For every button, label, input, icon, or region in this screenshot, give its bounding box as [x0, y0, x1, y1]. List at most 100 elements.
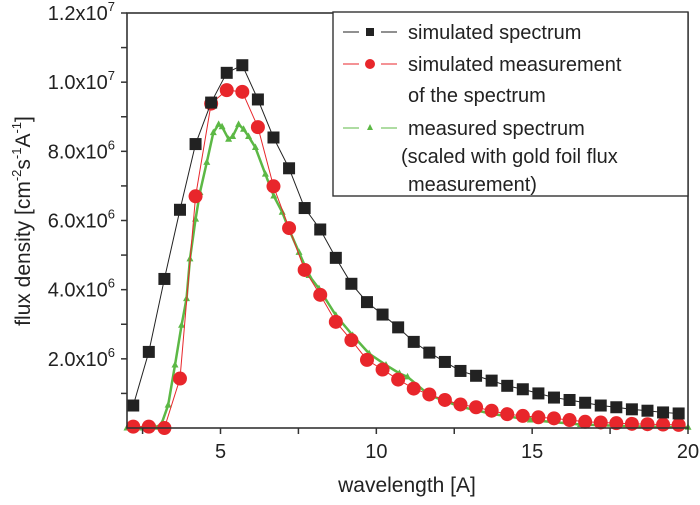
- circle-point: [219, 83, 234, 98]
- circle-point: [188, 189, 203, 204]
- circle-point: [422, 387, 437, 402]
- square-point: [158, 272, 171, 285]
- square-point: [547, 391, 560, 404]
- triangle-point: [295, 248, 303, 255]
- square-point: [345, 277, 358, 290]
- square-point: [610, 401, 623, 414]
- square-point: [516, 383, 529, 396]
- square-point: [142, 345, 155, 358]
- x-tick-label: 5: [215, 441, 226, 463]
- circle-point: [235, 84, 250, 99]
- legend-entry-simulated-spectrum: simulated spectrum: [343, 22, 581, 44]
- legend-box: [332, 11, 689, 197]
- square-point: [625, 403, 638, 416]
- square-point: [485, 374, 498, 387]
- square-point: [189, 138, 202, 151]
- circle-point: [593, 415, 608, 430]
- square-point: [173, 203, 186, 216]
- triangle-point: [229, 132, 237, 139]
- svg-text:measured spectrum: measured spectrum: [408, 118, 585, 140]
- square-point: [251, 93, 264, 106]
- y-tick-label: 8.0x106: [48, 137, 115, 163]
- series-circle: [126, 83, 686, 435]
- circle-point: [313, 287, 328, 302]
- square-point: [127, 399, 140, 412]
- square-point: [220, 66, 233, 79]
- circle-point: [126, 419, 141, 434]
- square-point: [314, 223, 327, 236]
- circle-point: [141, 419, 156, 434]
- y-tick-label: 1.2x107: [48, 0, 115, 25]
- triangle-point: [404, 372, 411, 380]
- y-tick-label: 2.0x106: [48, 345, 115, 371]
- square-point: [563, 393, 576, 406]
- svg-text:simulated spectrum: simulated spectrum: [408, 22, 581, 44]
- x-tick-label: 10: [365, 441, 387, 463]
- triangle-marker-icon: [367, 124, 373, 130]
- square-marker-icon: [366, 28, 374, 36]
- triangle-point: [164, 401, 172, 408]
- square-point: [532, 387, 545, 400]
- legend-entry-simulated-measurement: simulated measurement of the spectrum: [343, 54, 622, 107]
- square-point: [298, 202, 311, 215]
- series-layer: [123, 59, 692, 435]
- legend-entry-measured-spectrum: measured spectrum (scaled with gold foil…: [343, 118, 618, 196]
- circle-point: [578, 414, 593, 429]
- y-tick-label: 6.0x106: [48, 207, 115, 233]
- circle-marker-icon: [365, 59, 375, 69]
- square-point: [438, 355, 451, 368]
- square-point: [470, 369, 483, 382]
- circle-point: [375, 362, 390, 377]
- circle-point: [359, 352, 374, 367]
- triangle-point: [225, 135, 233, 142]
- x-axis-title: wavelength [A]: [337, 474, 476, 497]
- triangle-point: [209, 128, 217, 136]
- triangle-point: [171, 361, 179, 368]
- square-point: [360, 296, 373, 309]
- square-point: [236, 59, 249, 72]
- svg-text:measurement): measurement): [408, 174, 537, 196]
- square-point: [267, 131, 280, 144]
- x-tick-label: 20: [677, 441, 699, 463]
- circle-point: [484, 403, 499, 418]
- y-tick-label: 1.0x107: [48, 68, 115, 94]
- triangle-point: [261, 170, 269, 177]
- circle-point: [671, 417, 686, 432]
- legend: simulated spectrum simulated measurement…: [332, 11, 689, 197]
- circle-point: [562, 413, 577, 428]
- x-tick-label: 15: [521, 441, 543, 463]
- circle-point: [515, 408, 530, 423]
- circle-point: [328, 314, 343, 329]
- triangle-point: [235, 120, 243, 127]
- circle-point: [469, 400, 484, 415]
- square-point: [283, 162, 296, 175]
- circle-point: [656, 417, 671, 432]
- circle-point: [531, 410, 546, 425]
- square-point: [392, 321, 405, 334]
- y-tick-label: 4.0x106: [48, 276, 115, 302]
- triangle-point: [215, 120, 223, 127]
- square-point: [641, 404, 654, 417]
- circle-point: [250, 120, 265, 135]
- square-point: [407, 335, 420, 348]
- circle-point: [640, 417, 655, 432]
- triangle-point: [270, 191, 278, 199]
- circle-point: [344, 333, 359, 348]
- series-square: [127, 59, 685, 420]
- triangle-point: [178, 321, 186, 328]
- svg-text:simulated measurement: simulated measurement: [408, 54, 622, 76]
- triangle-point: [218, 122, 226, 130]
- svg-text:(scaled with gold foil flux: (scaled with gold foil flux: [401, 146, 618, 168]
- circle-point: [172, 371, 187, 386]
- circle-point: [546, 411, 561, 426]
- circle-point: [453, 397, 468, 412]
- triangle-point: [240, 125, 248, 132]
- triangle-point: [251, 143, 259, 151]
- square-point: [205, 96, 218, 109]
- circle-point: [266, 179, 281, 194]
- circle-point: [282, 221, 297, 236]
- circle-point: [391, 372, 406, 387]
- y-axis-title: flux density [cm-2s-1A-1]: [9, 116, 35, 326]
- square-point: [423, 346, 436, 359]
